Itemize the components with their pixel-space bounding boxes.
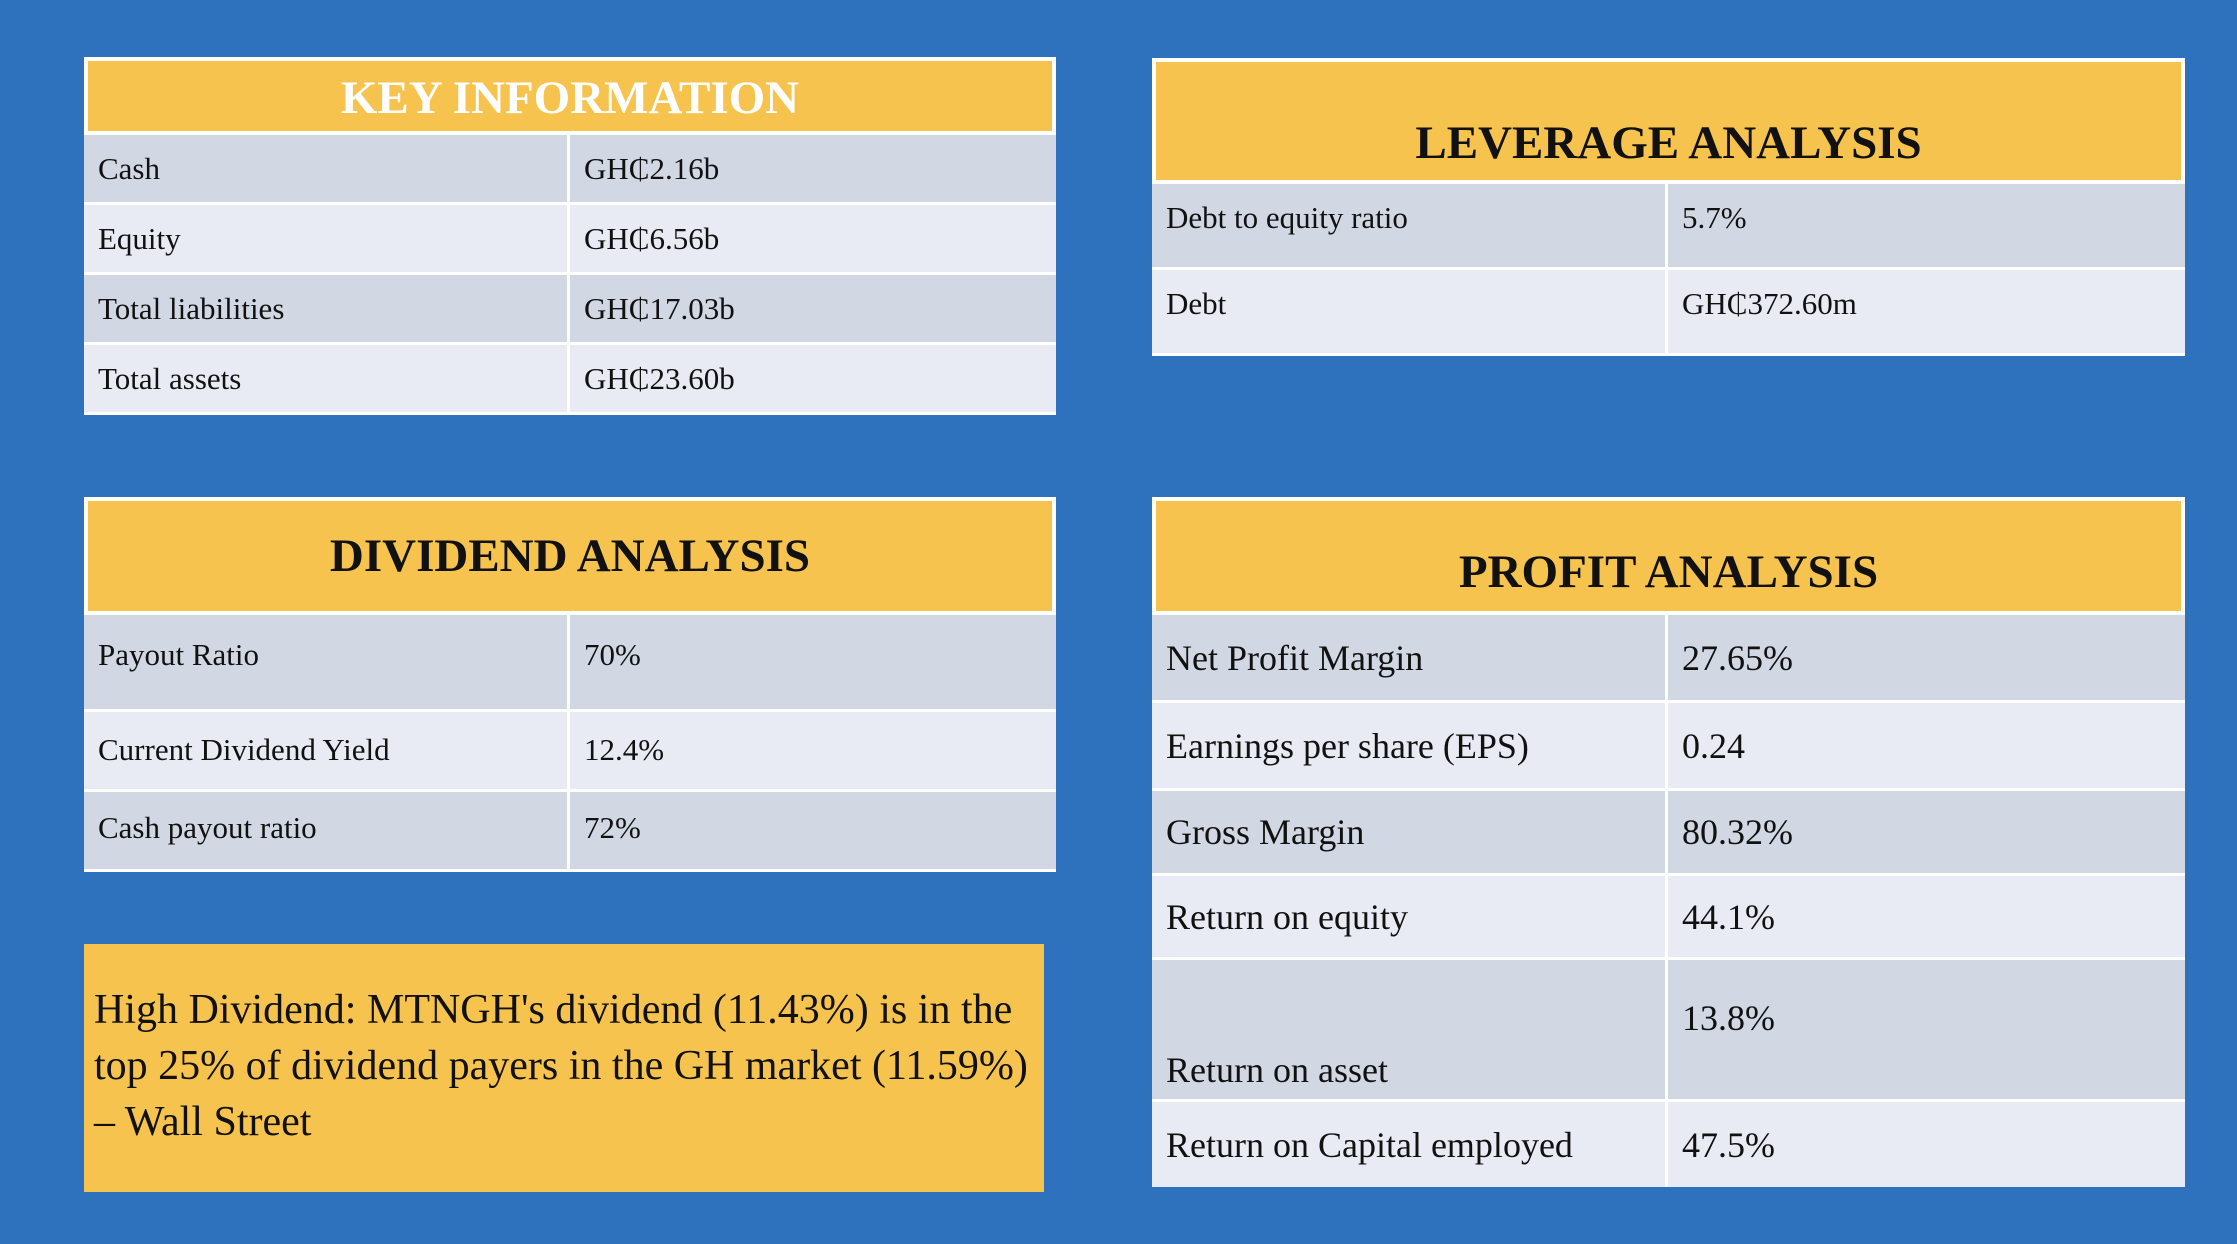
table-row: Return on Capital employed 47.5% [1152, 1102, 2185, 1187]
net-profit-margin-label: Net Profit Margin [1152, 615, 1668, 700]
table-row: Current Dividend Yield 12.4% [84, 712, 1056, 792]
table-row: Cash payout ratio 72% [84, 792, 1056, 872]
equity-value: GH₵6.56b [584, 220, 720, 256]
return-on-asset-value: 13.8% [1682, 997, 1775, 1038]
total-liabilities-value: GH₵17.03b [584, 290, 735, 326]
profit-analysis-title: PROFIT ANALYSIS [1152, 497, 2185, 615]
gross-margin-value: 80.32% [1682, 812, 1793, 852]
return-on-capital-employed-label: Return on Capital employed [1152, 1102, 1668, 1187]
cash-payout-ratio-label: Cash payout ratio [84, 792, 570, 869]
table-row: Total assets GH₵23.60b [84, 345, 1056, 415]
net-profit-margin-value: 27.65% [1682, 637, 1793, 678]
table-row: Debt GH₵372.60m [1152, 270, 2185, 356]
total-assets-label: Total assets [84, 345, 570, 412]
table-row: Payout Ratio 70% [84, 615, 1056, 712]
return-on-equity-label: Return on equity [1152, 876, 1668, 957]
eps-value: 0.24 [1682, 725, 1745, 766]
return-on-capital-employed-value: 47.5% [1682, 1124, 1775, 1165]
dividend-analysis-table: DIVIDEND ANALYSIS Payout Ratio 70% Curre… [84, 497, 1056, 874]
table-row: Total liabilities GH₵17.03b [84, 275, 1056, 345]
table-row: Equity GH₵6.56b [84, 205, 1056, 275]
payout-ratio-label: Payout Ratio [84, 615, 570, 709]
return-on-asset-label: Return on asset [1152, 960, 1668, 1099]
return-on-equity-value: 44.1% [1682, 896, 1775, 937]
cash-label: Cash [84, 135, 570, 202]
debt-to-equity-label: Debt to equity ratio [1152, 184, 1668, 267]
table-row: Return on asset 13.8% [1152, 960, 2185, 1102]
total-liabilities-label: Total liabilities [84, 275, 570, 342]
eps-label: Earnings per share (EPS) [1152, 703, 1668, 788]
cash-value: GH₵2.16b [584, 150, 720, 186]
dividend-analysis-title: DIVIDEND ANALYSIS [84, 497, 1056, 615]
table-row: Gross Margin 80.32% [1152, 791, 2185, 876]
key-information-table: KEY INFORMATION Cash GH₵2.16b Equity GH₵… [84, 57, 1056, 415]
profit-analysis-table: PROFIT ANALYSIS Net Profit Margin 27.65%… [1152, 497, 2185, 1187]
debt-value: GH₵372.60m [1682, 286, 1857, 321]
table-row: Debt to equity ratio 5.7% [1152, 184, 2185, 270]
equity-label: Equity [84, 205, 570, 272]
key-information-title: KEY INFORMATION [84, 57, 1056, 135]
table-row: Earnings per share (EPS) 0.24 [1152, 703, 2185, 791]
debt-label: Debt [1152, 270, 1668, 353]
leverage-analysis-table: LEVERAGE ANALYSIS Debt to equity ratio 5… [1152, 58, 2185, 356]
total-assets-value: GH₵23.60b [584, 360, 735, 396]
high-dividend-note: High Dividend: MTNGH's dividend (11.43%)… [84, 944, 1044, 1192]
leverage-analysis-title: LEVERAGE ANALYSIS [1152, 58, 2185, 184]
debt-to-equity-value: 5.7% [1682, 200, 1747, 235]
gross-margin-label: Gross Margin [1152, 791, 1668, 873]
current-dividend-yield-label: Current Dividend Yield [84, 712, 570, 789]
cash-payout-ratio-value: 72% [584, 810, 641, 845]
table-row: Cash GH₵2.16b [84, 135, 1056, 205]
payout-ratio-value: 70% [584, 637, 641, 672]
table-row: Return on equity 44.1% [1152, 876, 2185, 960]
current-dividend-yield-value: 12.4% [584, 732, 665, 767]
table-row: Net Profit Margin 27.65% [1152, 615, 2185, 703]
